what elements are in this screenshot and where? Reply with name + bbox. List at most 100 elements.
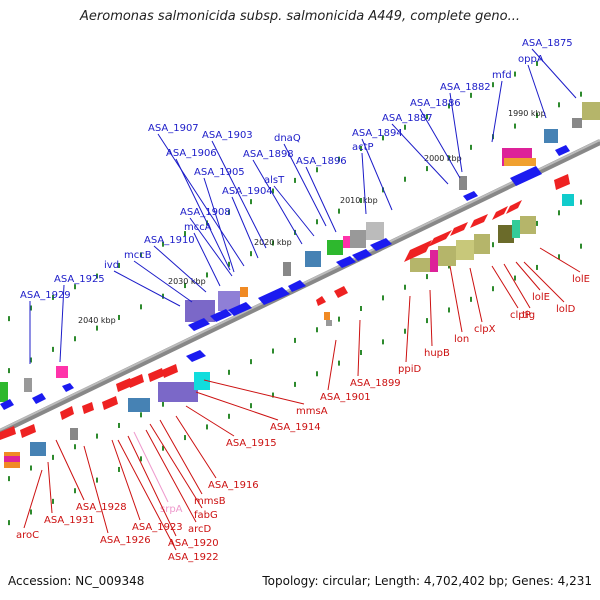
gene-arrow (510, 166, 542, 186)
gene-label: ASA_1875 (522, 38, 573, 49)
gene-label: ppiD (398, 364, 421, 375)
reverse-genes (0, 174, 574, 468)
gene-label: ivd (104, 260, 119, 271)
scale-tick (74, 284, 76, 290)
gene-arrow (555, 145, 570, 156)
gene-arrow (188, 318, 210, 331)
gene-block (456, 240, 474, 260)
gene-label: ASA_1925 (54, 274, 105, 285)
gene-block (158, 382, 198, 402)
leader-line (113, 270, 181, 307)
scale-tick (404, 328, 406, 334)
gene-label: mccB (124, 250, 152, 261)
scale-tick (8, 520, 10, 526)
gene-arrow (0, 399, 14, 410)
scale-tick (52, 498, 54, 504)
scale-tick (404, 284, 406, 290)
scale-tick (492, 242, 494, 248)
scale-tick (360, 350, 362, 355)
gene-arrow (404, 240, 432, 262)
scale-tick (140, 456, 142, 462)
scale-tick (470, 296, 472, 302)
scale-tick (514, 275, 516, 281)
gene-label: mmsA (296, 406, 328, 417)
leader-line (327, 339, 337, 391)
gene-label: ASA_1929 (20, 290, 71, 301)
leader-line (55, 439, 85, 501)
scale-tick (382, 135, 384, 141)
leader-line (145, 429, 197, 523)
gene-block (128, 398, 150, 412)
gene-arrow (210, 309, 232, 322)
scale-tick (184, 231, 186, 237)
kbp-label: 2030 kbp (168, 277, 206, 286)
gene-label: ASA_1908 (180, 207, 231, 218)
scale-tick (514, 71, 516, 77)
scale-tick (338, 156, 340, 162)
leader-line (531, 48, 577, 99)
gene-block (218, 291, 240, 311)
gene-block (56, 366, 68, 378)
leader-line (111, 439, 141, 521)
accession-label: Accession: NC_009348 (8, 574, 145, 588)
scale-tick (228, 369, 230, 375)
scale-tick (316, 371, 318, 377)
scale-tick (184, 283, 186, 289)
gene-label: ASA_1896 (296, 156, 347, 167)
leader-line (203, 177, 235, 273)
gene-arrow (463, 191, 478, 201)
scale-tick (338, 208, 340, 214)
gene-arrow (102, 396, 118, 410)
gene-label: lon (454, 334, 469, 345)
gene-label: clpP (510, 310, 531, 321)
gene-label: lolE (572, 274, 590, 285)
gene-label: lolD (556, 304, 576, 315)
scale-tick (382, 339, 384, 345)
gene-label: oppA (518, 54, 544, 65)
leader-line (153, 245, 207, 293)
scale-tick (294, 337, 296, 343)
scale-tick (536, 264, 538, 270)
leader-line (523, 261, 565, 303)
gene-arrow (0, 426, 16, 440)
gene-label: ASA_1928 (76, 502, 127, 513)
leader-line (305, 166, 337, 233)
scale-tick (52, 294, 54, 300)
gene-label: mmsB (194, 496, 226, 507)
gene-block (324, 312, 330, 320)
leader-line (469, 267, 483, 323)
gene-arrow (470, 214, 488, 228)
scale-tick (360, 146, 362, 151)
scale-tick (184, 435, 186, 441)
scale-tick (536, 112, 538, 118)
scale-tick (558, 254, 560, 260)
scale-tick (448, 307, 450, 313)
scale-tick (272, 188, 274, 194)
scale-tick (338, 360, 340, 366)
scale-tick (30, 465, 32, 471)
gene-label: ASA_1887 (382, 113, 433, 124)
scale-tick (140, 304, 142, 310)
leader-line (252, 159, 303, 245)
scale-tick (316, 327, 318, 333)
scale-tick (52, 346, 54, 352)
scale-tick (404, 176, 406, 182)
gene-arrow (20, 424, 36, 438)
scale-tick (96, 273, 98, 279)
scale-tick (470, 92, 472, 98)
leader-line (391, 123, 449, 185)
scale-tick (426, 114, 428, 120)
gene-label: ASA_1914 (270, 422, 321, 433)
gene-arrow (228, 302, 252, 316)
leader-line (189, 217, 233, 277)
leader-line (149, 423, 203, 509)
scale-tick (448, 155, 450, 161)
scale-tick (426, 318, 428, 324)
gene-block (350, 230, 366, 248)
kbp-label: 1990 kbp (508, 109, 546, 118)
gene-label: ASA_1906 (166, 148, 217, 159)
gene-label: dnaQ (274, 133, 301, 144)
leader-line (185, 405, 235, 437)
leader-line (175, 415, 217, 479)
